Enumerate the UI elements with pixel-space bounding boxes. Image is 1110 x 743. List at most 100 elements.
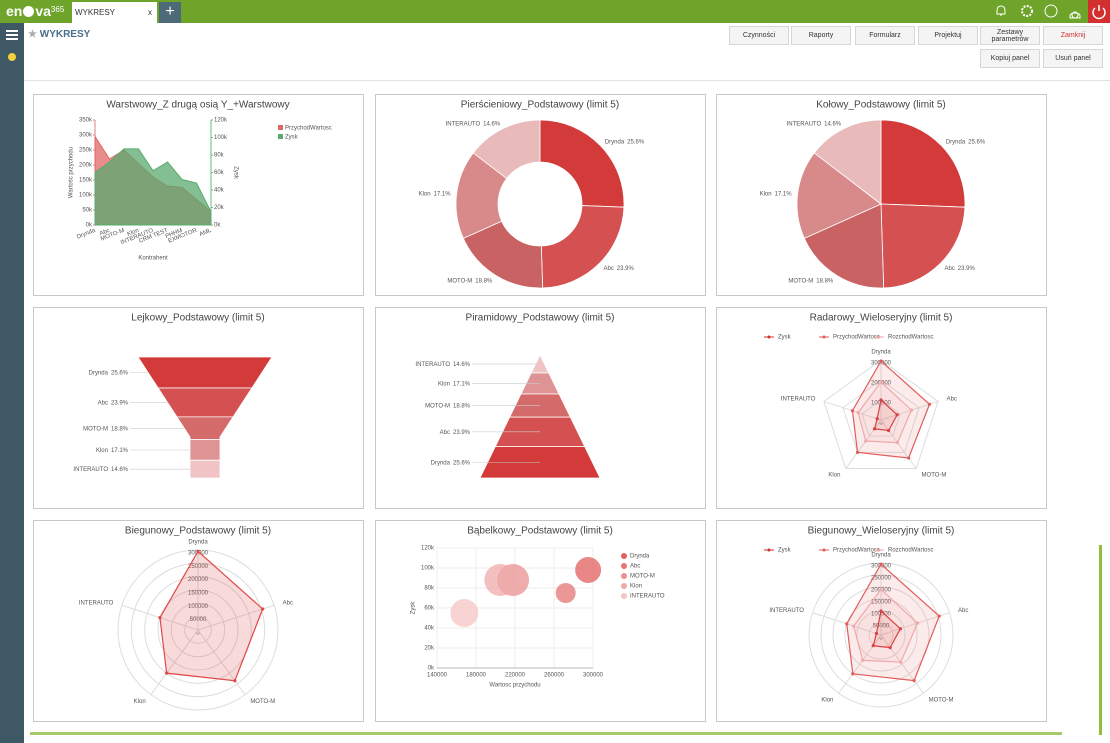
label-category: MOTO-M xyxy=(83,426,108,432)
toolbar-button[interactable]: Czynności xyxy=(729,26,789,45)
y-tick-label: 40k xyxy=(424,626,435,632)
category-label: INTERAUTO xyxy=(79,600,114,606)
category-label: INTERAUTO xyxy=(781,397,816,403)
label-value: 18.8% xyxy=(453,403,471,409)
label-category: INTERAUTO xyxy=(415,362,450,368)
new-tab[interactable]: + xyxy=(159,2,181,23)
y2-tick-label: 60k xyxy=(214,170,225,176)
x-tick-label: Klon xyxy=(126,228,139,238)
data-label: INTERAUTO 14.6% xyxy=(73,467,128,473)
grid-line xyxy=(861,399,901,437)
series-shape xyxy=(873,398,898,432)
legend-label[interactable]: INTERAUTO xyxy=(630,594,665,600)
y-tick-label: 150k xyxy=(79,178,93,184)
x-tick-label: 220000 xyxy=(505,673,526,679)
legend-label[interactable]: RozchodWartosc xyxy=(888,548,933,554)
label-category: Drynda xyxy=(946,139,966,145)
point xyxy=(158,616,162,620)
data-label: MOTO-M 18.8% xyxy=(83,426,129,432)
x-tick-label: 260000 xyxy=(544,673,565,679)
tab-close[interactable]: x xyxy=(148,8,152,17)
y-tick-label: 200k xyxy=(79,163,93,169)
legend-label[interactable]: MOTO-M xyxy=(630,574,655,580)
x-tick-label: 300000 xyxy=(583,673,604,679)
point xyxy=(874,631,879,636)
tab[interactable]: WYKRESY x xyxy=(72,2,157,23)
toolbar-button[interactable]: Zamknij xyxy=(1043,26,1103,45)
spoke xyxy=(197,629,246,696)
point xyxy=(852,624,856,628)
settings-icon[interactable] xyxy=(1021,5,1033,17)
category-label: MOTO-M xyxy=(922,473,947,479)
tab-label: WYKRESY xyxy=(75,8,116,17)
sidebar xyxy=(0,23,24,743)
data-label: Abc 23.9% xyxy=(98,400,129,406)
slice xyxy=(539,119,625,208)
point xyxy=(879,587,883,591)
legend-swatch xyxy=(621,553,627,559)
category-label: MOTO-M xyxy=(250,699,275,705)
legend-dot xyxy=(877,548,881,552)
label-value: 17.1% xyxy=(111,448,129,454)
legend-label[interactable]: PrzychodWartosc xyxy=(833,335,880,341)
label-category: MOTO-M xyxy=(447,278,472,284)
toolbar-button[interactable]: Formularz xyxy=(855,26,915,45)
point xyxy=(879,359,883,363)
chart-title: Biegunowy_Podstawowy (limit 5) xyxy=(125,526,271,537)
y-axis-title: Zysk xyxy=(411,601,417,615)
point xyxy=(875,417,879,421)
data-label: Abc 23.9% xyxy=(603,265,634,271)
legend-label[interactable]: RozchodWartosc xyxy=(888,335,933,341)
chart-panel: Warstwowy_Z drugą osią Y_+Warstwowy 0k 50k… xyxy=(33,94,364,296)
data-label: Drynda 25.6% xyxy=(431,460,471,466)
chart-panel: Lejkowy_Podstawowy (limit 5) Drynda 25.6% A… xyxy=(33,307,364,509)
label-value: 23.9% xyxy=(111,400,129,406)
legend-label[interactable]: Abc xyxy=(630,564,640,570)
point xyxy=(851,672,855,676)
label-value: 18.8% xyxy=(475,278,493,284)
help-icon[interactable] xyxy=(1044,4,1058,18)
data-label: MOTO-M 18.8% xyxy=(788,278,834,284)
spoke xyxy=(880,419,917,469)
legend-label: Zysk xyxy=(285,135,299,141)
legend-label[interactable]: Klon xyxy=(630,584,642,590)
slice xyxy=(880,119,966,208)
power-button[interactable] xyxy=(1088,0,1110,23)
chart-panel: Bąbelkowy_Podstawowy (limit 5) 140000 1800… xyxy=(375,520,706,722)
label-value: 23.9% xyxy=(453,429,471,435)
scrollbar[interactable] xyxy=(1099,545,1102,735)
panel-button[interactable]: Kopiuj panel xyxy=(980,49,1040,68)
idea-icon[interactable] xyxy=(8,53,16,61)
toolbar-button[interactable]: Projektuj xyxy=(918,26,978,45)
y-tick-label: 300k xyxy=(79,133,93,139)
legend-label[interactable]: PrzychodWartosc xyxy=(833,548,880,554)
legend-label[interactable]: Drynda xyxy=(630,554,650,560)
panel-button[interactable]: Usuń panel xyxy=(1043,49,1103,68)
funnel-segment xyxy=(189,459,221,479)
data-label: INTERAUTO 14.6% xyxy=(415,362,470,368)
label-value: 17.1% xyxy=(453,381,471,387)
chart-title: Biegunowy_Wieloseryjny (limit 5) xyxy=(808,526,955,537)
series-shape xyxy=(872,609,902,649)
toolbar-button[interactable]: Raporty xyxy=(791,26,851,45)
bubble xyxy=(555,583,576,603)
bell-icon[interactable] xyxy=(996,5,1006,16)
logo-icon xyxy=(23,6,35,17)
category-label: Drynda xyxy=(871,553,891,559)
label-category: Drynda xyxy=(605,139,625,145)
y2-tick-label: 20k xyxy=(214,205,225,211)
user-icon[interactable] xyxy=(1069,11,1081,19)
toolbar-button[interactable]: Zestawy parametrów xyxy=(980,26,1040,45)
label-value: 17.1% xyxy=(775,191,793,197)
legend-swatch xyxy=(621,573,627,579)
chart-title: Lejkowy_Podstawowy (limit 5) xyxy=(131,313,264,324)
legend-label[interactable]: Zysk xyxy=(778,335,792,341)
label-value: 25.6% xyxy=(111,370,129,376)
x-axis-title: Wartosc przychodu xyxy=(489,683,540,689)
legend-label[interactable]: Zysk xyxy=(778,548,792,554)
menu-icon[interactable] xyxy=(6,30,18,32)
data-label: Abc 23.9% xyxy=(440,429,471,435)
point xyxy=(871,644,875,648)
y-tick-label: 350k xyxy=(79,118,93,124)
label-category: MOTO-M xyxy=(788,278,813,284)
